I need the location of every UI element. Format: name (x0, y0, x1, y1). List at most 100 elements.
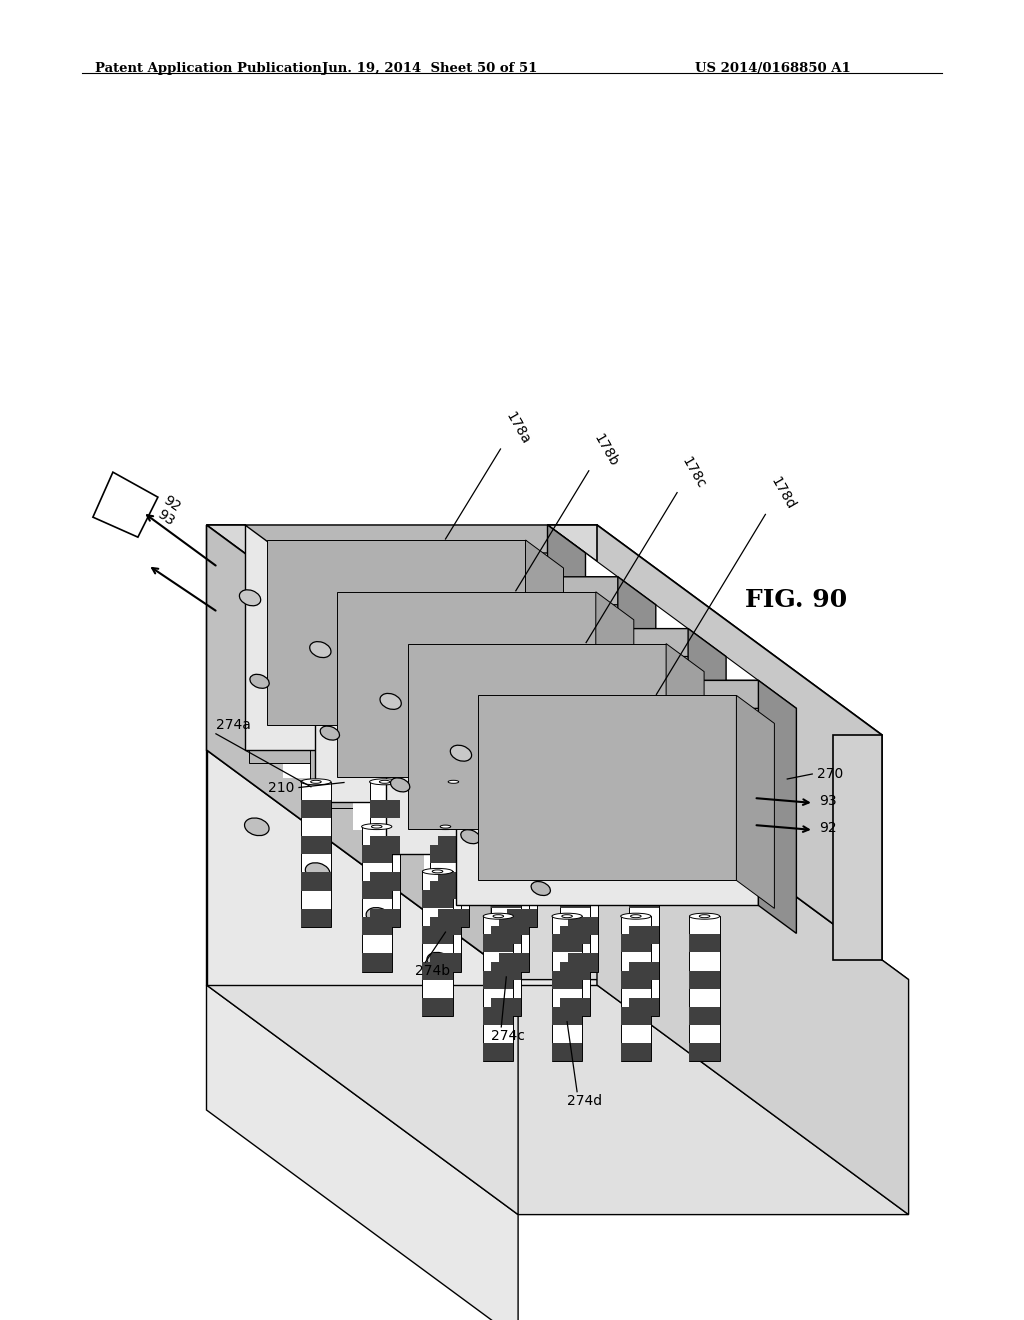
Polygon shape (438, 836, 469, 854)
Polygon shape (507, 800, 538, 818)
Ellipse shape (240, 590, 261, 606)
Ellipse shape (531, 882, 551, 895)
Polygon shape (560, 962, 590, 981)
Polygon shape (492, 871, 521, 1016)
Polygon shape (688, 628, 726, 882)
Polygon shape (386, 628, 688, 854)
Polygon shape (207, 525, 530, 735)
Polygon shape (456, 680, 759, 906)
Polygon shape (245, 525, 586, 553)
Polygon shape (621, 1043, 651, 1061)
Polygon shape (597, 525, 882, 960)
Polygon shape (483, 916, 513, 1061)
Polygon shape (499, 953, 529, 972)
Ellipse shape (310, 780, 322, 783)
Polygon shape (456, 680, 797, 709)
Polygon shape (283, 553, 617, 577)
Text: 274b: 274b (416, 964, 451, 978)
Ellipse shape (461, 830, 480, 843)
Polygon shape (301, 781, 331, 927)
Polygon shape (483, 935, 513, 953)
Polygon shape (301, 836, 331, 854)
Polygon shape (430, 953, 461, 972)
Polygon shape (629, 962, 658, 981)
Polygon shape (736, 696, 774, 908)
Polygon shape (370, 800, 399, 818)
Ellipse shape (380, 693, 401, 709)
Polygon shape (430, 917, 461, 936)
Polygon shape (621, 916, 651, 1061)
Polygon shape (560, 871, 590, 1016)
Ellipse shape (560, 869, 590, 874)
Ellipse shape (451, 746, 472, 762)
Polygon shape (499, 845, 529, 863)
Text: US 2014/0168850 A1: US 2014/0168850 A1 (695, 62, 851, 75)
Polygon shape (386, 628, 726, 656)
Text: Patent Application Publication: Patent Application Publication (95, 62, 322, 75)
Ellipse shape (569, 870, 581, 873)
Text: 210: 210 (267, 780, 294, 795)
Polygon shape (438, 908, 469, 927)
Polygon shape (617, 577, 655, 830)
Text: FIG. 90: FIG. 90 (745, 587, 847, 612)
Polygon shape (361, 880, 392, 899)
Ellipse shape (629, 869, 658, 874)
Ellipse shape (501, 870, 512, 873)
Polygon shape (301, 873, 331, 891)
Polygon shape (249, 553, 551, 763)
Polygon shape (568, 953, 598, 972)
Polygon shape (560, 925, 590, 944)
Text: Jun. 19, 2014  Sheet 50 of 51: Jun. 19, 2014 Sheet 50 of 51 (323, 62, 538, 75)
Ellipse shape (432, 870, 442, 873)
Ellipse shape (507, 779, 538, 785)
Polygon shape (483, 1043, 513, 1061)
Ellipse shape (367, 908, 391, 925)
Polygon shape (301, 908, 331, 927)
Polygon shape (431, 688, 734, 898)
Polygon shape (552, 970, 583, 989)
Polygon shape (370, 836, 399, 854)
Text: 178c: 178c (679, 454, 709, 491)
Ellipse shape (309, 642, 331, 657)
Polygon shape (689, 916, 720, 1061)
Ellipse shape (509, 825, 519, 828)
Polygon shape (267, 540, 525, 725)
Polygon shape (207, 985, 908, 1214)
Ellipse shape (449, 780, 459, 783)
Ellipse shape (438, 779, 469, 785)
Polygon shape (560, 890, 590, 908)
Polygon shape (245, 750, 833, 960)
Polygon shape (689, 970, 720, 989)
Ellipse shape (631, 915, 641, 917)
Polygon shape (370, 873, 399, 891)
Polygon shape (499, 880, 529, 899)
Polygon shape (492, 890, 521, 908)
Ellipse shape (520, 797, 542, 813)
Polygon shape (438, 800, 469, 818)
Polygon shape (525, 540, 563, 752)
Ellipse shape (621, 913, 651, 919)
Ellipse shape (689, 913, 720, 919)
Ellipse shape (361, 824, 392, 829)
Polygon shape (361, 953, 392, 972)
Ellipse shape (422, 869, 453, 874)
Text: 93: 93 (819, 795, 837, 808)
Polygon shape (422, 962, 453, 981)
Text: 274c: 274c (492, 1028, 525, 1043)
Polygon shape (438, 781, 469, 927)
Text: 274a: 274a (216, 718, 251, 731)
Polygon shape (548, 525, 586, 777)
Polygon shape (309, 598, 612, 808)
Polygon shape (492, 998, 521, 1016)
Polygon shape (207, 525, 245, 750)
Polygon shape (483, 970, 513, 989)
Ellipse shape (245, 818, 269, 836)
Ellipse shape (305, 863, 330, 880)
Polygon shape (422, 890, 453, 908)
Polygon shape (507, 908, 538, 927)
Ellipse shape (562, 915, 572, 917)
Polygon shape (353, 605, 688, 628)
Polygon shape (833, 735, 882, 960)
Polygon shape (438, 873, 469, 891)
Polygon shape (552, 1043, 583, 1061)
